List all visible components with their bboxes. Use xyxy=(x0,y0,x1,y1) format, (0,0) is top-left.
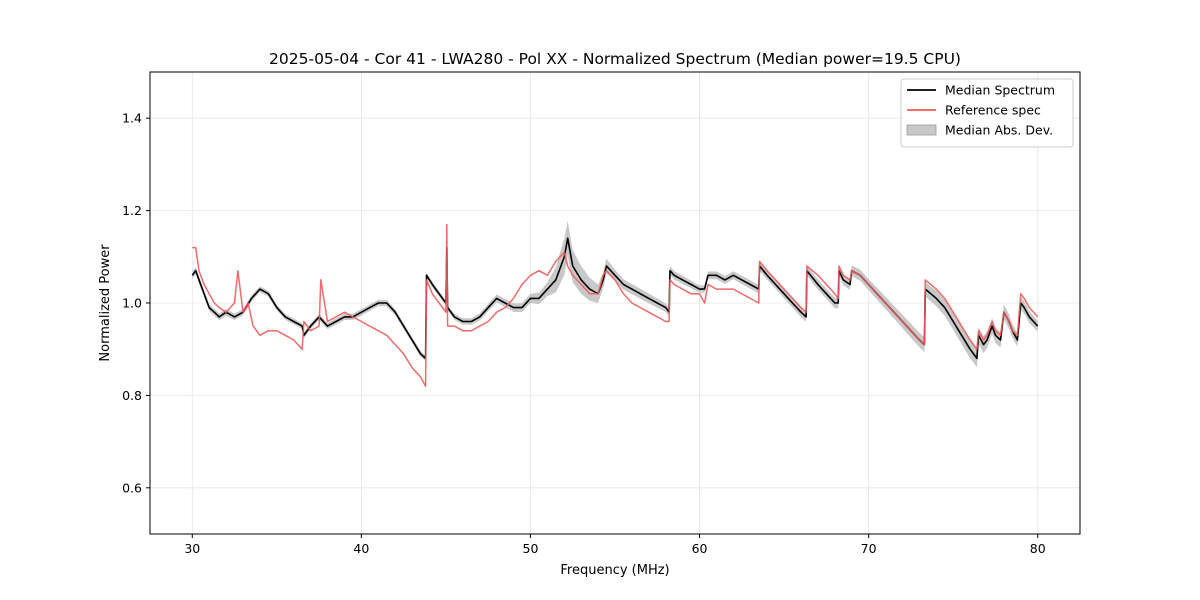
y-tick-label: 1.4 xyxy=(122,111,142,126)
legend-label: Reference spec xyxy=(945,103,1041,118)
x-tick-label: 40 xyxy=(353,541,369,556)
legend-label: Median Spectrum xyxy=(945,83,1055,98)
y-axis: 0.6 0.8 1.0 1.2 1.4 xyxy=(122,111,150,495)
mad-band xyxy=(192,220,1038,368)
legend-label: Median Abs. Dev. xyxy=(945,123,1053,138)
y-tick-label: 1.2 xyxy=(122,203,142,218)
y-axis-label: Normalized Power xyxy=(98,244,113,362)
legend: Median Spectrum Reference spec Median Abs.… xyxy=(900,78,1074,148)
x-tick-label: 70 xyxy=(861,541,877,556)
x-axis-label: Frequency (MHz) xyxy=(560,563,669,578)
x-tick-label: 30 xyxy=(184,541,200,556)
y-tick-label: 0.8 xyxy=(122,388,142,403)
reference-spec-line xyxy=(192,223,1039,387)
mad-band-layer xyxy=(192,220,1038,368)
legend-swatch-band xyxy=(906,124,937,136)
x-tick-label: 80 xyxy=(1030,541,1046,556)
series-layer xyxy=(191,223,1039,387)
x-tick-label: 50 xyxy=(523,541,539,556)
y-tick-label: 1.0 xyxy=(122,296,142,311)
x-axis: 30 40 50 60 70 80 xyxy=(184,534,1046,556)
y-tick-label: 0.6 xyxy=(122,480,142,495)
x-tick-label: 60 xyxy=(692,541,708,556)
chart-title: 2025-05-04 - Cor 41 - LWA280 - Pol XX - … xyxy=(269,50,961,68)
median-spectrum-line xyxy=(191,237,1039,360)
legend-box xyxy=(900,78,1074,148)
